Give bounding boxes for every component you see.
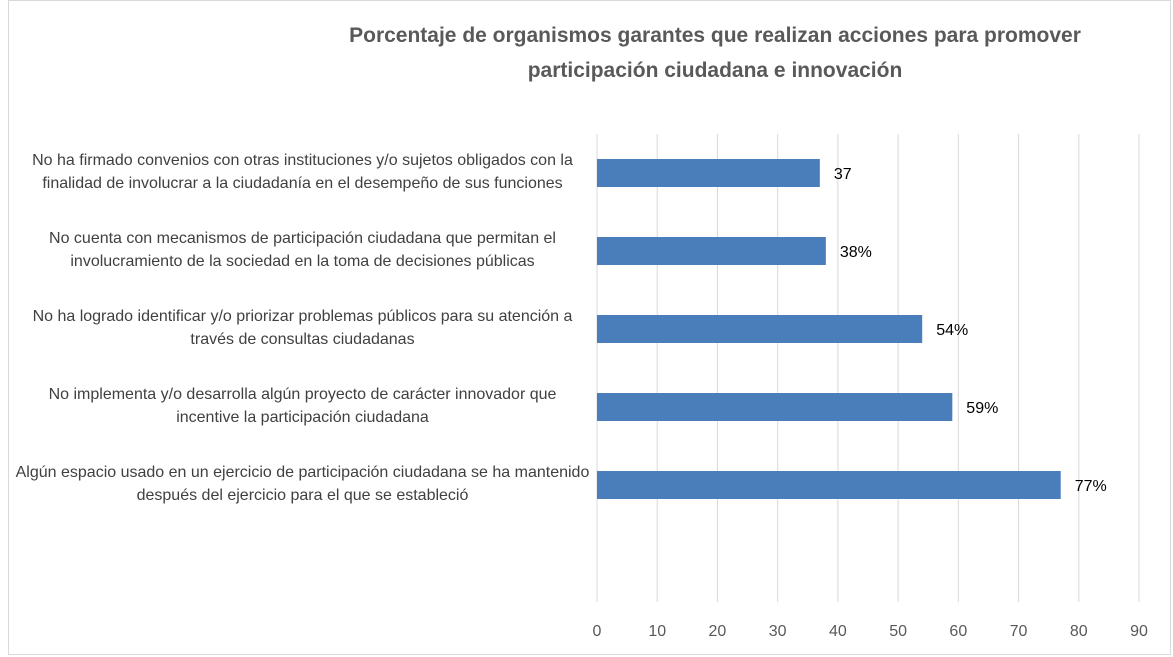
data-label: 37 xyxy=(834,166,852,183)
data-label: 38% xyxy=(840,244,872,261)
category-label: No ha firmado convenios con otras instit… xyxy=(32,152,573,192)
data-label: 59% xyxy=(966,400,998,417)
x-tick-label: 30 xyxy=(769,623,787,640)
x-tick-label: 90 xyxy=(1130,623,1148,640)
x-tick-label: 60 xyxy=(949,623,967,640)
data-label: 77% xyxy=(1075,478,1107,495)
x-tick-label: 10 xyxy=(648,623,666,640)
x-tick-label: 80 xyxy=(1070,623,1088,640)
category-label: Algún espacio usado en un ejercicio de p… xyxy=(15,464,590,504)
x-tick-label: 40 xyxy=(829,623,847,640)
bar xyxy=(597,315,923,343)
data-label: 54% xyxy=(936,322,968,339)
category-label: No implementa y/o desarrolla algún proye… xyxy=(48,386,557,426)
x-tick-label: 70 xyxy=(1010,623,1028,640)
bar xyxy=(597,393,953,421)
x-tick-label: 50 xyxy=(889,623,907,640)
category-label: No ha logrado identificar y/o priorizar … xyxy=(32,308,573,348)
x-tick-label: 0 xyxy=(593,623,602,640)
chart-border xyxy=(8,0,1171,655)
bar xyxy=(597,237,826,265)
category-label: No cuenta con mecanismos de participació… xyxy=(49,230,556,270)
x-tick-label: 20 xyxy=(709,623,727,640)
chart-title: Porcentaje de organismos garantes que re… xyxy=(349,24,1081,82)
bar xyxy=(597,471,1061,499)
bar xyxy=(597,159,820,187)
